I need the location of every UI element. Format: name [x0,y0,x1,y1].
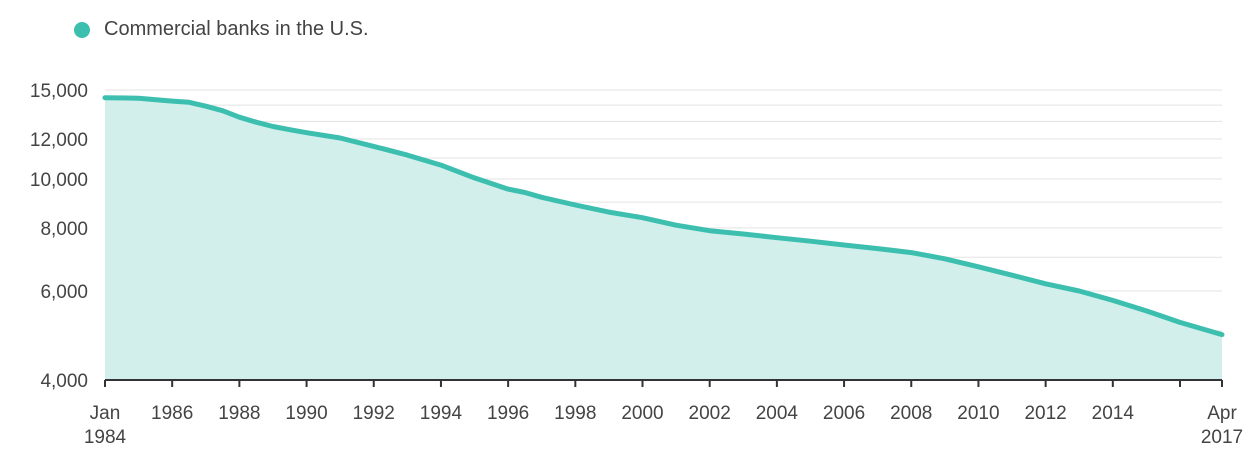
x-tick-label-2008: 2008 [890,403,932,424]
x-tick-label-2012: 2012 [1024,403,1066,424]
y-tick-label-4000: 4,000 [40,371,88,392]
x-tick-label-2014: 2014 [1092,403,1135,424]
y-tick-label-12000: 12,000 [30,130,88,151]
y-tick-label-6000: 6,000 [40,282,88,303]
y-tick-label-10000: 10,000 [30,170,88,191]
x-tick-label-2017.25: Apr 2017 [1201,403,1243,448]
x-tick-label-1990: 1990 [285,403,327,424]
x-tick-label-1988: 1988 [218,403,260,424]
legend-swatch-commercial-banks [74,21,90,38]
x-tick-label-1984: Jan 1984 [84,403,127,448]
x-tick-label-2004: 2004 [756,403,799,424]
y-tick-label-8000: 8,000 [40,219,88,240]
x-tick-label-2002: 2002 [689,403,731,424]
x-tick-label-1996: 1996 [487,403,529,424]
x-tick-label-1986: 1986 [151,403,193,424]
y-tick-label-15000: 15,000 [30,81,88,102]
x-tick-label-1998: 1998 [554,403,596,424]
series-area-commercial-banks [105,97,1222,380]
x-tick-label-1992: 1992 [353,403,395,424]
series-line-commercial-banks [102,95,1225,338]
x-tick-label-2000: 2000 [621,403,663,424]
legend-label-commercial-banks: Commercial banks in the U.S. [104,18,369,40]
x-tick-label-2006: 2006 [823,403,865,424]
chart-legend: Commercial banks in the U.S. [74,18,369,41]
x-tick-label-1994: 1994 [420,403,463,424]
x-tick-label-2010: 2010 [957,403,999,424]
